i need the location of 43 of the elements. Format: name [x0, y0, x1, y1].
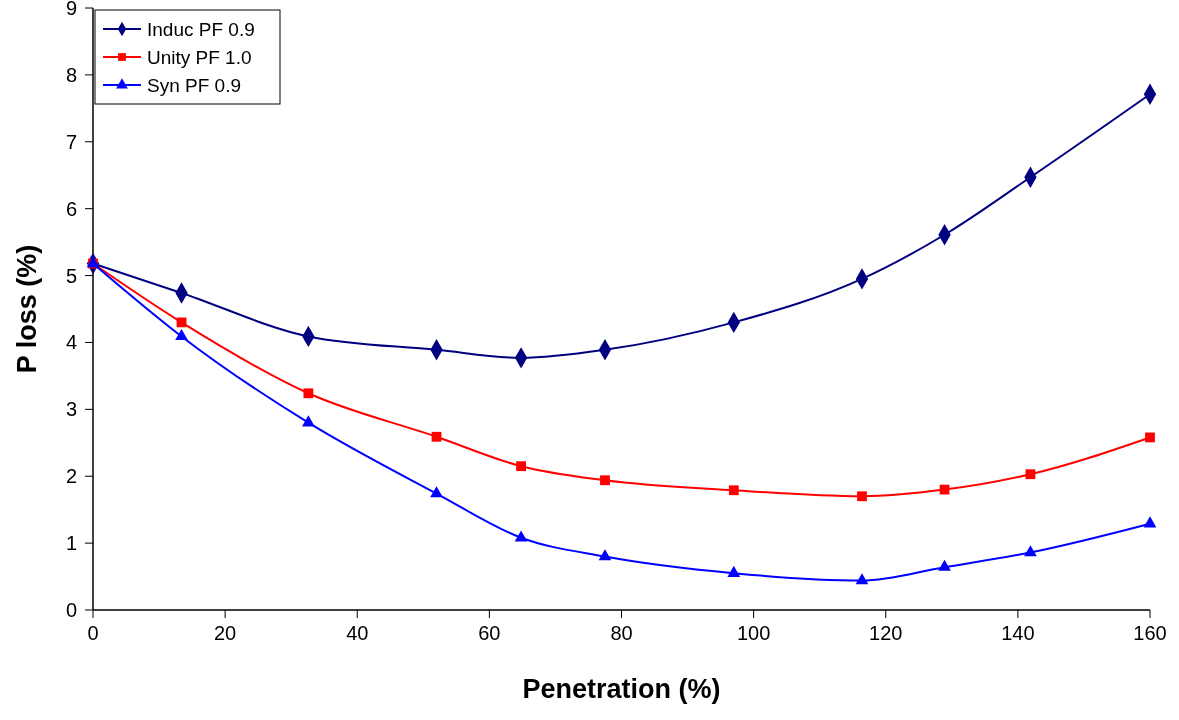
y-tick-label: 0 [65, 599, 77, 621]
point [1145, 432, 1155, 443]
x-tick-label: 60 [478, 622, 501, 644]
y-tick-label: 9 [65, 0, 77, 19]
point [303, 388, 314, 399]
point [727, 565, 741, 577]
point [1024, 545, 1037, 557]
point [728, 485, 739, 496]
point [855, 573, 869, 585]
x-tick-label: 160 [1133, 622, 1167, 644]
point [516, 461, 526, 472]
y-tick-label: 1 [65, 532, 77, 555]
legend-label: Induc PF 0.9 [147, 19, 255, 40]
y-axis-title: P loss (%) [12, 244, 42, 374]
point [431, 431, 442, 442]
legend-label: Unity PF 1.0 [147, 47, 252, 68]
y-tick-label: 7 [65, 130, 77, 153]
x-tick-label: 20 [214, 622, 237, 644]
y-tick-label: 4 [65, 331, 77, 354]
x-tick-label: 40 [346, 622, 369, 644]
point [598, 549, 612, 561]
point [176, 317, 187, 328]
x-tick-label: 120 [869, 622, 903, 644]
y-tick-label: 6 [65, 197, 77, 220]
point [302, 415, 315, 427]
point [175, 329, 188, 341]
x-tick-label: 100 [736, 622, 771, 644]
x-tick-label: 80 [610, 622, 633, 644]
point [514, 530, 528, 542]
x-tick-label: 140 [1001, 622, 1035, 644]
point [430, 486, 443, 498]
point [938, 559, 951, 571]
y-tick-label: 8 [65, 63, 77, 86]
point [1143, 516, 1157, 528]
x-axis-title: Penetration (%) [522, 674, 721, 704]
point [600, 475, 610, 486]
y-tick-label: 3 [65, 398, 77, 421]
legend-label: Syn PF 0.9 [147, 75, 241, 96]
y-tick-label: 5 [65, 264, 77, 287]
y-tick-label: 2 [65, 465, 77, 488]
point [857, 491, 867, 502]
point [1025, 469, 1036, 480]
x-tick-label: 0 [87, 622, 99, 644]
